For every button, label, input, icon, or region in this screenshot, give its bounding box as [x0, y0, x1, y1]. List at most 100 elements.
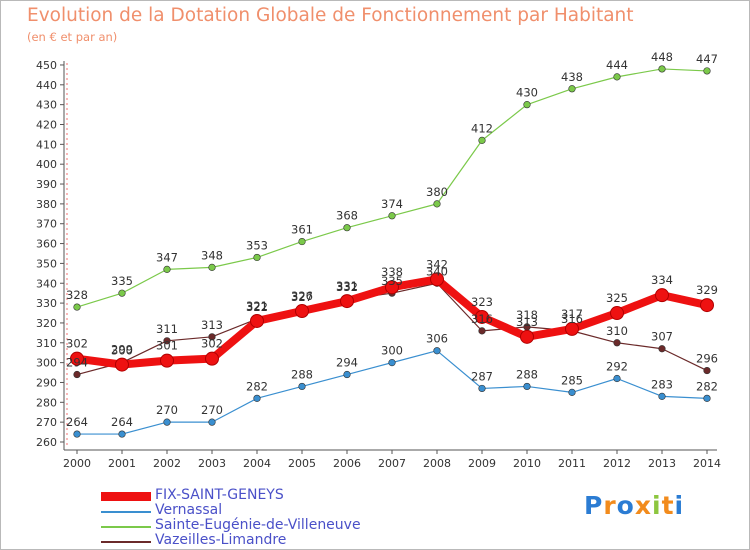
- data-label: 328: [66, 288, 88, 302]
- data-point: [568, 85, 576, 93]
- x-tick-label: 2004: [243, 457, 271, 470]
- data-label: 270: [156, 403, 178, 417]
- data-label: 285: [561, 373, 583, 387]
- data-label: 264: [111, 415, 133, 429]
- data-label: 326: [291, 289, 313, 303]
- data-point: [208, 333, 216, 341]
- data-label: 323: [471, 295, 493, 309]
- data-point: [298, 382, 306, 391]
- data-label: 318: [516, 308, 538, 322]
- data-label: 270: [201, 403, 223, 417]
- data-label: 306: [426, 332, 448, 346]
- data-point: [208, 263, 216, 271]
- data-point: [478, 384, 486, 393]
- chart-subtitle: (en € et par an): [27, 30, 118, 44]
- data-point: [610, 306, 624, 321]
- logo-letter: r: [603, 491, 617, 520]
- data-point: [475, 309, 489, 324]
- x-tick-label: 2007: [378, 457, 406, 470]
- axes: 260 270 280 290 300 310 320 330 340 350 360 370 380 3…: [36, 59, 721, 470]
- data-label: 296: [696, 352, 718, 366]
- y-tick-label: 280: [36, 396, 57, 409]
- data-point: [115, 357, 129, 372]
- legend-label: Sainte-Eugénie-de-Villeneuve: [155, 517, 361, 533]
- logo-letter: o: [616, 491, 635, 520]
- x-tick-label: 2008: [423, 457, 451, 470]
- data-label: 380: [426, 185, 448, 199]
- logo-letter: i: [652, 491, 662, 520]
- data-label: 311: [156, 322, 178, 336]
- data-label: 313: [516, 315, 538, 329]
- x-tick-label: 2010: [513, 457, 541, 470]
- data-point: [160, 353, 174, 368]
- data-label: 300: [111, 344, 133, 358]
- data-point: [523, 382, 531, 391]
- data-point: [523, 101, 531, 109]
- data-point: [73, 430, 81, 438]
- data-label: 374: [381, 197, 403, 211]
- chart-title: Evolution de la Dotation Globale de Fonc…: [27, 5, 634, 26]
- data-label: 302: [66, 337, 88, 351]
- y-tick-label: 300: [36, 357, 57, 370]
- y-tick-label: 430: [36, 99, 57, 112]
- data-label: 368: [336, 209, 358, 223]
- x-tick-label: 2013: [648, 457, 676, 470]
- data-point: [568, 388, 576, 396]
- x-tick-label: 2001: [108, 457, 136, 470]
- data-label: 287: [471, 369, 493, 383]
- logo-letter: t: [661, 491, 675, 520]
- y-tick-label: 260: [36, 436, 57, 449]
- data-point: [613, 339, 621, 347]
- legend-label: Vernassal: [155, 502, 223, 518]
- data-point: [253, 253, 261, 262]
- data-label: 282: [696, 379, 718, 393]
- data-point: [520, 329, 534, 344]
- x-tick-label: 2012: [603, 457, 631, 470]
- data-point: [250, 313, 264, 328]
- data-label: 335: [381, 274, 403, 288]
- data-point: [433, 200, 441, 208]
- data-point: [163, 418, 171, 426]
- logo-letter: P: [584, 491, 604, 520]
- data-point: [205, 351, 219, 366]
- data-point: [70, 351, 84, 366]
- data-point: [295, 304, 309, 319]
- data-point: [208, 418, 216, 426]
- legend-swatch: [101, 511, 151, 513]
- data-label: 353: [246, 238, 268, 252]
- data-point: [388, 212, 396, 220]
- data-label: 283: [651, 377, 673, 391]
- data-label: 316: [561, 312, 583, 326]
- data-label: 334: [651, 273, 673, 287]
- data-label: 327: [291, 290, 313, 304]
- data-point: [343, 370, 351, 379]
- data-label: 288: [516, 367, 538, 381]
- data-point: [118, 289, 126, 297]
- data-point: [163, 337, 171, 345]
- x-tick-label: 2002: [153, 457, 181, 470]
- y-tick-label: 290: [36, 376, 57, 389]
- y-tick-label: 420: [36, 119, 57, 132]
- data-label: 332: [336, 280, 358, 294]
- data-label: 325: [606, 291, 628, 305]
- y-tick-label: 330: [36, 297, 57, 310]
- logo-letter: i: [674, 491, 685, 520]
- data-point: [478, 327, 486, 335]
- y-tick-label: 360: [36, 238, 57, 251]
- data-label: 302: [201, 337, 223, 351]
- data-point: [613, 374, 621, 383]
- data-label: 444: [606, 58, 628, 72]
- data-point: [658, 65, 666, 73]
- y-tick-label: 350: [36, 257, 57, 270]
- y-tick-label: 320: [36, 317, 57, 330]
- data-label: 331: [336, 279, 358, 293]
- data-label: 448: [651, 50, 673, 64]
- data-label: 322: [246, 300, 268, 314]
- data-point: [658, 345, 666, 353]
- data-point: [118, 430, 126, 438]
- data-label: 282: [246, 379, 268, 393]
- data-point: [73, 370, 81, 379]
- y-tick-label: 450: [36, 59, 57, 72]
